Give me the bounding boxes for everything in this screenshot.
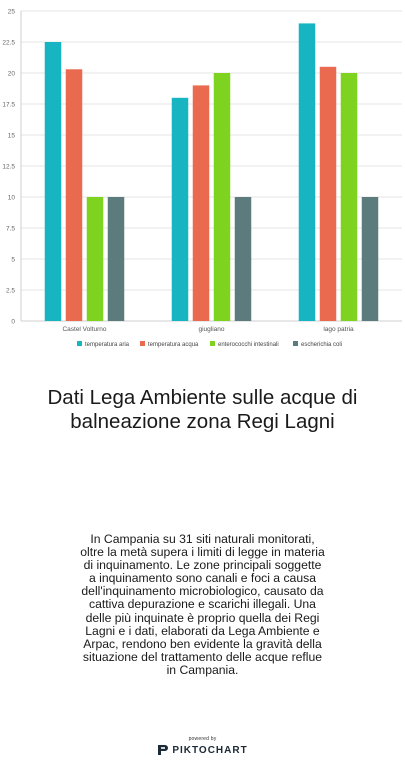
y-tick-label: 25 [8,9,16,16]
bar [65,69,83,321]
y-tick-label: 12.5 [2,164,15,171]
brand-label: PIKTOCHART [172,744,248,756]
bar [319,66,337,321]
legend-label: temperatura acqua [148,342,199,348]
y-tick-label: 22.5 [2,40,15,47]
y-tick-label: 0 [11,319,15,326]
footer: powered by PIKTOCHART [0,736,405,761]
x-tick-label: lago patria [323,326,354,333]
bar [213,73,231,321]
y-tick-label: 15 [8,133,16,140]
powered-by-label: powered by [188,736,217,742]
legend-label: enterococchi intestinali [218,342,279,348]
y-tick-label: 7.5 [6,226,15,233]
body-paragraph: In Campania su 31 siti naturali monitora… [80,532,325,677]
bar-chart: 0 2.5 5 7.5 10 12.5 15 17.5 20 22.5 25 Castel Voltu… [2,9,402,348]
bar [192,85,210,322]
bar [361,197,379,321]
bar [298,23,316,322]
y-tick-label: 5 [11,257,15,264]
y-tick-label: 20 [8,71,16,78]
legend-swatch [140,341,145,346]
bar [107,197,125,321]
piktochart-brand[interactable]: PIKTOCHART [157,744,247,756]
bar [44,42,62,321]
legend-label: temperatura aria [85,342,130,348]
bar [86,197,104,321]
bar [234,197,252,321]
y-tick-label: 17.5 [2,102,15,109]
legend-swatch [77,341,82,346]
x-tick-label: Castel Volturno [62,326,106,333]
y-tick-label: 10 [8,195,16,202]
page-title: Dati Lega Ambiente sulle acque di balnea… [47,386,358,433]
bar [171,97,189,321]
piktochart-logo-icon [158,745,169,755]
legend-label: escherichia coli [301,342,342,348]
bar [340,73,358,321]
legend-swatch [210,341,215,346]
y-tick-label: 2.5 [6,288,15,295]
legend-swatch [293,341,298,346]
x-tick-label: giugliano [198,326,224,333]
